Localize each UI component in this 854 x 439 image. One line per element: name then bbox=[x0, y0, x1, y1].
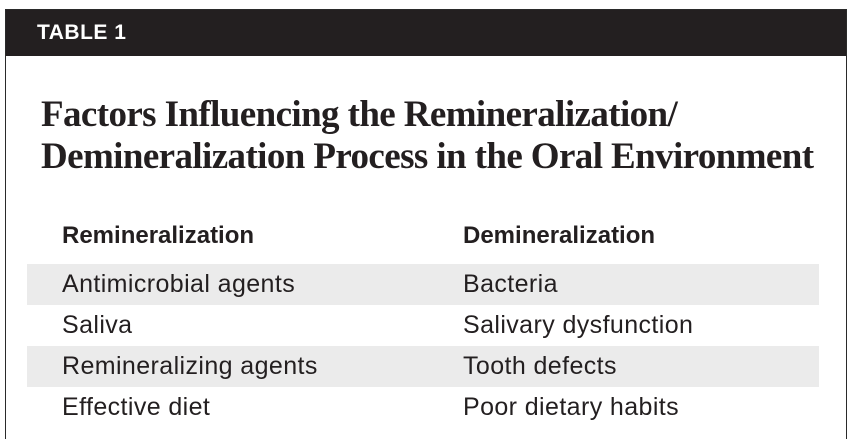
table-label: TABLE 1 bbox=[37, 21, 127, 44]
table-cell: Effective diet bbox=[62, 393, 211, 421]
table-row: Remineralizing agents Tooth defects bbox=[27, 346, 819, 387]
table-title-line-1: Factors Influencing the Remineralization… bbox=[41, 94, 678, 135]
table-row: Antimicrobial agents Bacteria bbox=[27, 264, 819, 305]
table-cell: Poor dietary habits bbox=[463, 393, 680, 421]
table-cell: Remineralizing agents bbox=[62, 352, 318, 380]
table-cell: Tooth defects bbox=[463, 352, 617, 380]
table-cell: Saliva bbox=[62, 311, 133, 339]
table-title: Factors Influencing the Remineralization… bbox=[41, 94, 841, 178]
column-header-remineralization: Remineralization bbox=[62, 222, 255, 249]
table-cell: Salivary dysfunction bbox=[463, 311, 694, 339]
table-frame: TABLE 1 Factors Influencing the Reminera… bbox=[5, 9, 847, 439]
table-cell: Antimicrobial agents bbox=[62, 270, 296, 298]
table-cell: Bacteria bbox=[463, 270, 558, 298]
table-row: Effective diet Poor dietary habits bbox=[27, 387, 819, 428]
column-header-demineralization: Demineralization bbox=[463, 222, 656, 249]
table-header-bar: TABLE 1 bbox=[6, 10, 846, 56]
table-title-line-2: Demineralization Process in the Oral Env… bbox=[41, 136, 814, 177]
table-row: Saliva Salivary dysfunction bbox=[27, 305, 819, 346]
